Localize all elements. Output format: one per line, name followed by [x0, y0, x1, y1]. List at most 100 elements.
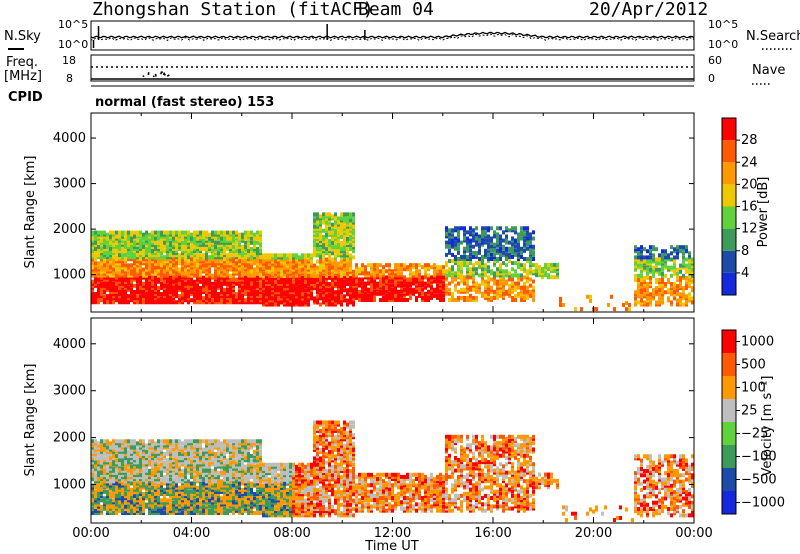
power-cell	[313, 278, 316, 282]
velocity-cell	[151, 492, 154, 496]
power-cell	[187, 255, 190, 259]
power-cell	[304, 292, 307, 296]
power-cell	[319, 227, 322, 231]
power-cell	[421, 265, 424, 269]
velocity-cell	[100, 439, 103, 443]
power-cell	[115, 267, 118, 271]
power-cell	[397, 290, 400, 294]
velocity-cell	[172, 490, 175, 494]
power-cell	[130, 263, 133, 267]
power-cell	[403, 298, 406, 302]
velocity-cell	[130, 465, 133, 469]
power-cell	[187, 259, 190, 263]
velocity-cell	[109, 492, 112, 496]
power-cell	[469, 271, 472, 275]
date-label: 20/Apr/2012	[589, 0, 708, 20]
power-cell	[478, 290, 481, 294]
power-cell	[328, 276, 331, 280]
power-cell	[526, 280, 529, 284]
power-cell	[244, 231, 247, 235]
power-cell	[448, 228, 451, 232]
velocity-cell	[124, 511, 127, 515]
velocity-cell	[106, 446, 109, 450]
power-cell	[193, 237, 196, 241]
power-cell	[421, 292, 424, 296]
power-cell	[229, 274, 232, 278]
power-cell	[127, 294, 130, 298]
power-cell	[250, 241, 253, 245]
power-cell	[385, 294, 388, 298]
power-cell	[670, 282, 673, 286]
power-cell	[346, 288, 349, 292]
power-cell	[559, 297, 562, 301]
power-cell	[496, 271, 499, 275]
power-cell	[451, 275, 454, 279]
power-cell	[514, 269, 517, 273]
power-cell	[334, 212, 337, 216]
power-cell	[445, 273, 448, 277]
power-cell	[157, 231, 160, 235]
power-cell	[523, 296, 526, 300]
velocity-cell	[124, 505, 127, 509]
power-cell	[145, 231, 148, 235]
power-cell	[220, 300, 223, 304]
power-cell	[652, 266, 655, 270]
velocity-cell	[115, 446, 118, 450]
velocity-cell	[103, 456, 106, 460]
power-cell	[658, 257, 661, 261]
power-cell	[523, 249, 526, 253]
power-cell	[328, 298, 331, 302]
power-cell	[313, 264, 316, 268]
power-cell	[673, 247, 676, 251]
power-cell	[649, 292, 652, 296]
velocity-cell	[100, 481, 103, 485]
power-cell	[580, 307, 583, 311]
power-cell	[313, 243, 316, 247]
power-cell	[103, 251, 106, 255]
velocity-cell	[172, 448, 175, 452]
power-cell	[202, 263, 205, 267]
power-cell	[475, 261, 478, 265]
power-cell	[400, 263, 403, 267]
power-cell	[445, 284, 448, 288]
power-cell	[685, 284, 688, 288]
power-cell	[160, 296, 163, 300]
power-cell	[493, 243, 496, 247]
power-cell	[469, 230, 472, 234]
power-cell	[193, 292, 196, 296]
power-cell	[526, 247, 529, 251]
power-cell	[640, 245, 643, 249]
power-cell	[364, 282, 367, 286]
power-cell	[97, 231, 100, 235]
power-cell	[181, 296, 184, 300]
power-cell	[652, 292, 655, 296]
power-cell	[376, 282, 379, 286]
power-cell	[256, 247, 259, 251]
power-cell	[658, 284, 661, 288]
power-cell	[682, 274, 685, 278]
power-cell	[343, 212, 346, 216]
power-cell	[328, 292, 331, 296]
power-cell	[313, 284, 316, 288]
power-cell	[340, 272, 343, 276]
power-cell	[544, 271, 547, 275]
power-cell	[262, 272, 265, 276]
power-cell	[637, 247, 640, 251]
power-cell	[670, 266, 673, 270]
power-cell	[313, 239, 316, 243]
power-cell	[544, 263, 547, 267]
nsky-tick-high: 10^5	[58, 18, 88, 31]
power-cell	[256, 276, 259, 280]
power-cell	[169, 231, 172, 235]
power-cell	[322, 212, 325, 216]
power-cell	[457, 251, 460, 255]
velocity-cell	[139, 496, 142, 500]
power-cell	[361, 290, 364, 294]
freq-label: Freq.	[6, 55, 38, 70]
power-cell	[232, 235, 235, 239]
power-cell	[394, 282, 397, 286]
power-cell	[412, 263, 415, 267]
power-cell	[472, 255, 475, 259]
power-cell	[499, 294, 502, 298]
